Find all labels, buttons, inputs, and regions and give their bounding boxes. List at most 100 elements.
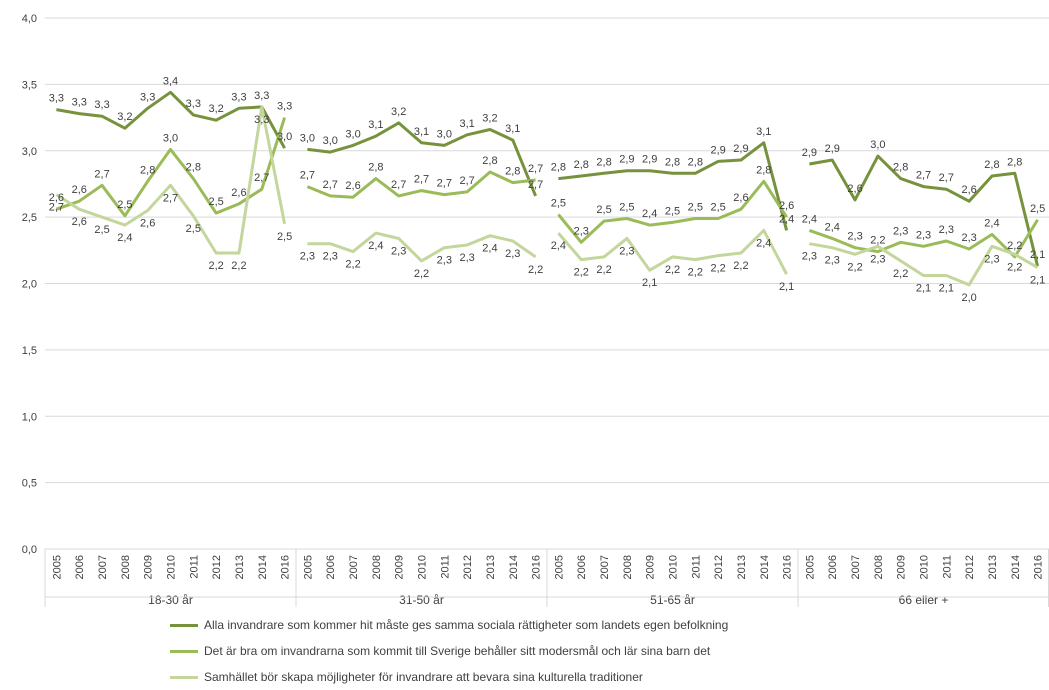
data-label-series-3: 2,2 — [231, 260, 246, 272]
y-tick-label: 2,5 — [22, 212, 37, 224]
data-label-series-1: 2,8 — [893, 162, 908, 174]
data-label-series-2: 2,7 — [437, 178, 452, 190]
x-tick-label-year: 2011 — [941, 555, 953, 579]
x-tick-label-year: 2013 — [987, 555, 999, 579]
data-label-series-3: 2,2 — [596, 264, 611, 276]
x-tick-label-year: 2006 — [576, 555, 588, 579]
x-tick-label-year: 2007 — [97, 555, 109, 579]
data-label-series-2: 3,0 — [163, 132, 178, 144]
data-label-series-2: 2,7 — [414, 174, 429, 186]
series-layer — [55, 90, 1040, 287]
data-label-series-3: 2,3 — [459, 252, 474, 264]
data-label-series-1: 3,3 — [140, 91, 155, 103]
data-label-series-3: 2,2 — [665, 264, 680, 276]
data-label-series-3: 2,3 — [619, 245, 634, 257]
x-group-label: 66 eller + — [899, 593, 949, 607]
data-label-series-2: 2,5 — [208, 196, 223, 208]
data-label-series-3: 2,3 — [870, 253, 885, 265]
data-label-series-2: 2,5 — [710, 201, 725, 213]
data-label-series-2: 2,5 — [665, 205, 680, 217]
data-label-series-1: 3,4 — [163, 75, 178, 87]
data-label-series-2: 2,6 — [345, 180, 360, 192]
data-label-series-2: 2,7 — [391, 179, 406, 191]
x-tick-label-year: 2009 — [394, 555, 406, 579]
data-label-series-2: 2,7 — [94, 168, 109, 180]
data-label-series-2: 2,4 — [802, 213, 817, 225]
data-label-series-3: 2,2 — [574, 267, 589, 279]
x-tick-label-year: 2011 — [690, 555, 702, 579]
x-group-label: 18-30 år — [148, 593, 193, 607]
y-tick-label: 0,5 — [22, 478, 37, 490]
data-label-series-1: 2,8 — [688, 156, 703, 168]
x-tick-label-year: 2012 — [211, 555, 223, 579]
data-label-series-3: 2,4 — [368, 240, 383, 252]
data-label-series-1: 2,9 — [802, 147, 817, 159]
x-tick-label-year: 2010 — [166, 555, 178, 579]
data-label-series-3: 2,2 — [345, 259, 360, 271]
data-label-series-3: 2,1 — [1030, 275, 1045, 287]
data-label-series-3: 2,2 — [893, 268, 908, 280]
data-label-series-3: 2,5 — [94, 224, 109, 236]
x-tick-label-year: 2010 — [417, 555, 429, 579]
data-label-series-3: 2,3 — [300, 251, 315, 263]
line-chart: 0,0 0,5 1,0 1,5 2,0 2,5 3,0 3,5 4,0 2005 2006 2007 2… — [22, 13, 1049, 607]
x-tick-label-year: 2005 — [804, 555, 816, 579]
data-label-series-2: 2,8 — [368, 162, 383, 174]
x-tick-label-year: 2016 — [280, 555, 292, 579]
series-line-2 — [808, 219, 1039, 259]
data-label-series-1: 2,8 — [665, 156, 680, 168]
data-label-series-1: 3,3 — [186, 98, 201, 110]
x-tick-label-year: 2006 — [827, 555, 839, 579]
x-tick-label-year: 2009 — [645, 555, 657, 579]
x-tick-label-year: 2008 — [371, 555, 383, 579]
data-label-series-3: 2,6 — [140, 217, 155, 229]
data-label-series-2: 2,2 — [870, 235, 885, 247]
legend-swatch-series-2 — [170, 649, 198, 653]
data-label-series-1: 2,7 — [916, 170, 931, 182]
legend-swatch-series-3 — [170, 675, 198, 679]
data-label-series-1: 3,0 — [323, 135, 338, 147]
data-label-series-2: 2,5 — [1030, 203, 1045, 215]
data-label-series-3: 2,5 — [277, 231, 292, 243]
legend-label-series-2: Det är bra om invandrarna som kommit til… — [204, 644, 711, 658]
data-label-series-2: 2,6 — [231, 187, 246, 199]
legend-item-series-3: Samhället bör skapa möjligheter för inva… — [170, 664, 728, 690]
y-tick-label: 1,5 — [22, 345, 37, 357]
data-label-series-1: 3,2 — [117, 111, 132, 123]
data-label-series-3: 2,1 — [939, 283, 954, 295]
x-tick-label-year: 2007 — [599, 555, 611, 579]
data-label-series-3: 2,3 — [323, 251, 338, 263]
data-label-series-1: 3,3 — [49, 93, 64, 105]
data-label-series-3: 2,7 — [163, 192, 178, 204]
x-tick-label-year: 2010 — [919, 555, 931, 579]
data-label-series-3: 2,2 — [528, 264, 543, 276]
data-label-series-2: 2,8 — [756, 164, 771, 176]
data-label-series-3: 2,1 — [916, 283, 931, 295]
x-tick-label-year: 2016 — [782, 555, 794, 579]
data-label-layer: 3,3 3,3 3,3 3,2 3,3 3,4 3,3 3,2 3,3 3,3 3,0 3,0 3,0 3… — [49, 75, 1045, 303]
data-label-series-3: 2,4 — [482, 243, 497, 255]
data-label-series-2: 2,5 — [117, 199, 132, 211]
data-label-series-1: 3,3 — [254, 90, 269, 102]
y-tick-label: 3,0 — [22, 146, 37, 158]
data-label-series-3: 2,3 — [984, 253, 999, 265]
data-label-series-1: 3,1 — [414, 126, 429, 138]
data-label-series-1: 3,2 — [482, 113, 497, 125]
x-tick-label-year: 2013 — [234, 555, 246, 579]
data-label-series-1: 3,1 — [368, 119, 383, 131]
data-label-series-3: 2,4 — [756, 237, 771, 249]
data-label-series-2: 2,5 — [619, 201, 634, 213]
x-tick-label-year: 2009 — [896, 555, 908, 579]
data-label-series-3: 2,4 — [551, 240, 566, 252]
legend-item-series-2: Det är bra om invandrarna som kommit til… — [170, 638, 728, 664]
data-label-series-2: 2,6 — [49, 192, 64, 204]
x-tick-label-year: 2013 — [736, 555, 748, 579]
data-label-series-2: 2,2 — [1007, 240, 1022, 252]
x-tick-label-year: 2005 — [553, 555, 565, 579]
series-line-3 — [809, 242, 1039, 287]
data-label-series-3: 2,1 — [779, 281, 794, 293]
data-label-series-1: 2,7 — [939, 172, 954, 184]
grid-layer — [45, 17, 1049, 550]
series-line-2 — [306, 170, 536, 199]
x-tick-label-year: 2014 — [257, 555, 269, 579]
